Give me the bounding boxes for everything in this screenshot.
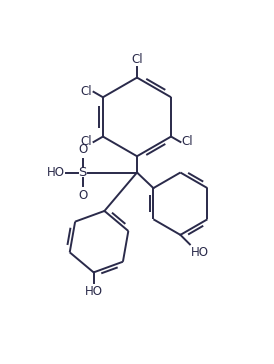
Text: O: O (78, 143, 87, 156)
Text: Cl: Cl (81, 85, 92, 98)
Text: Cl: Cl (81, 135, 92, 149)
Text: O: O (78, 189, 87, 202)
Text: HO: HO (85, 285, 102, 298)
Text: HO: HO (47, 166, 65, 179)
Text: HO: HO (191, 246, 209, 259)
Text: Cl: Cl (182, 135, 193, 149)
Text: S: S (79, 166, 87, 179)
Text: Cl: Cl (131, 53, 143, 66)
